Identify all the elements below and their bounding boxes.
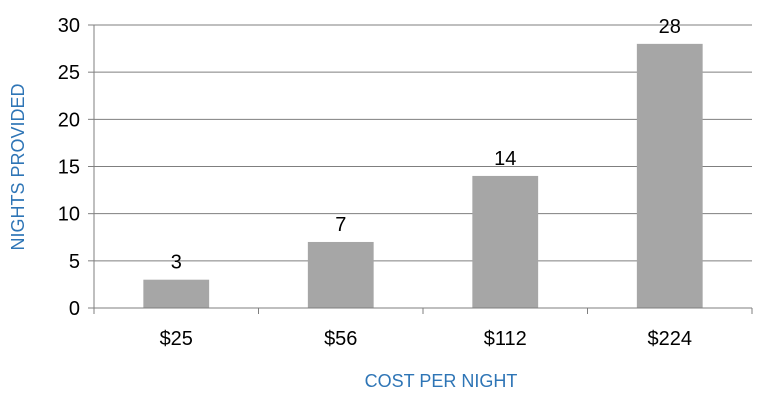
data-label: 14: [494, 148, 516, 170]
data-label: 28: [659, 16, 681, 38]
y-tick-label: 10: [58, 204, 80, 226]
y-tick-label: 30: [58, 15, 80, 37]
bar: [307, 241, 374, 308]
y-tick-label: 15: [58, 157, 80, 179]
x-axis-title: COST PER NIGHT: [365, 371, 518, 391]
bar: [143, 279, 210, 308]
x-tick-label: $224: [648, 328, 693, 350]
x-tick-label: $56: [324, 328, 357, 350]
y-tick-label: 25: [58, 62, 80, 84]
y-axis-title: NIGHTS PROVIDED: [8, 83, 28, 250]
axes: [88, 24, 753, 314]
data-label: 3: [171, 252, 182, 274]
x-tick-label: $25: [160, 328, 193, 350]
y-tick-label: 5: [69, 251, 80, 273]
labels: 0 5 10 15 20 25 30 3 $25 7 $56 14 $112 28 $224: [58, 15, 692, 350]
bars: [143, 43, 703, 308]
x-tick-label: $112: [484, 328, 527, 350]
data-label: 7: [335, 214, 346, 236]
bar: [636, 43, 703, 308]
y-tick-label: 0: [69, 298, 80, 320]
y-tick-label: 20: [58, 109, 80, 131]
bar: [472, 175, 539, 308]
